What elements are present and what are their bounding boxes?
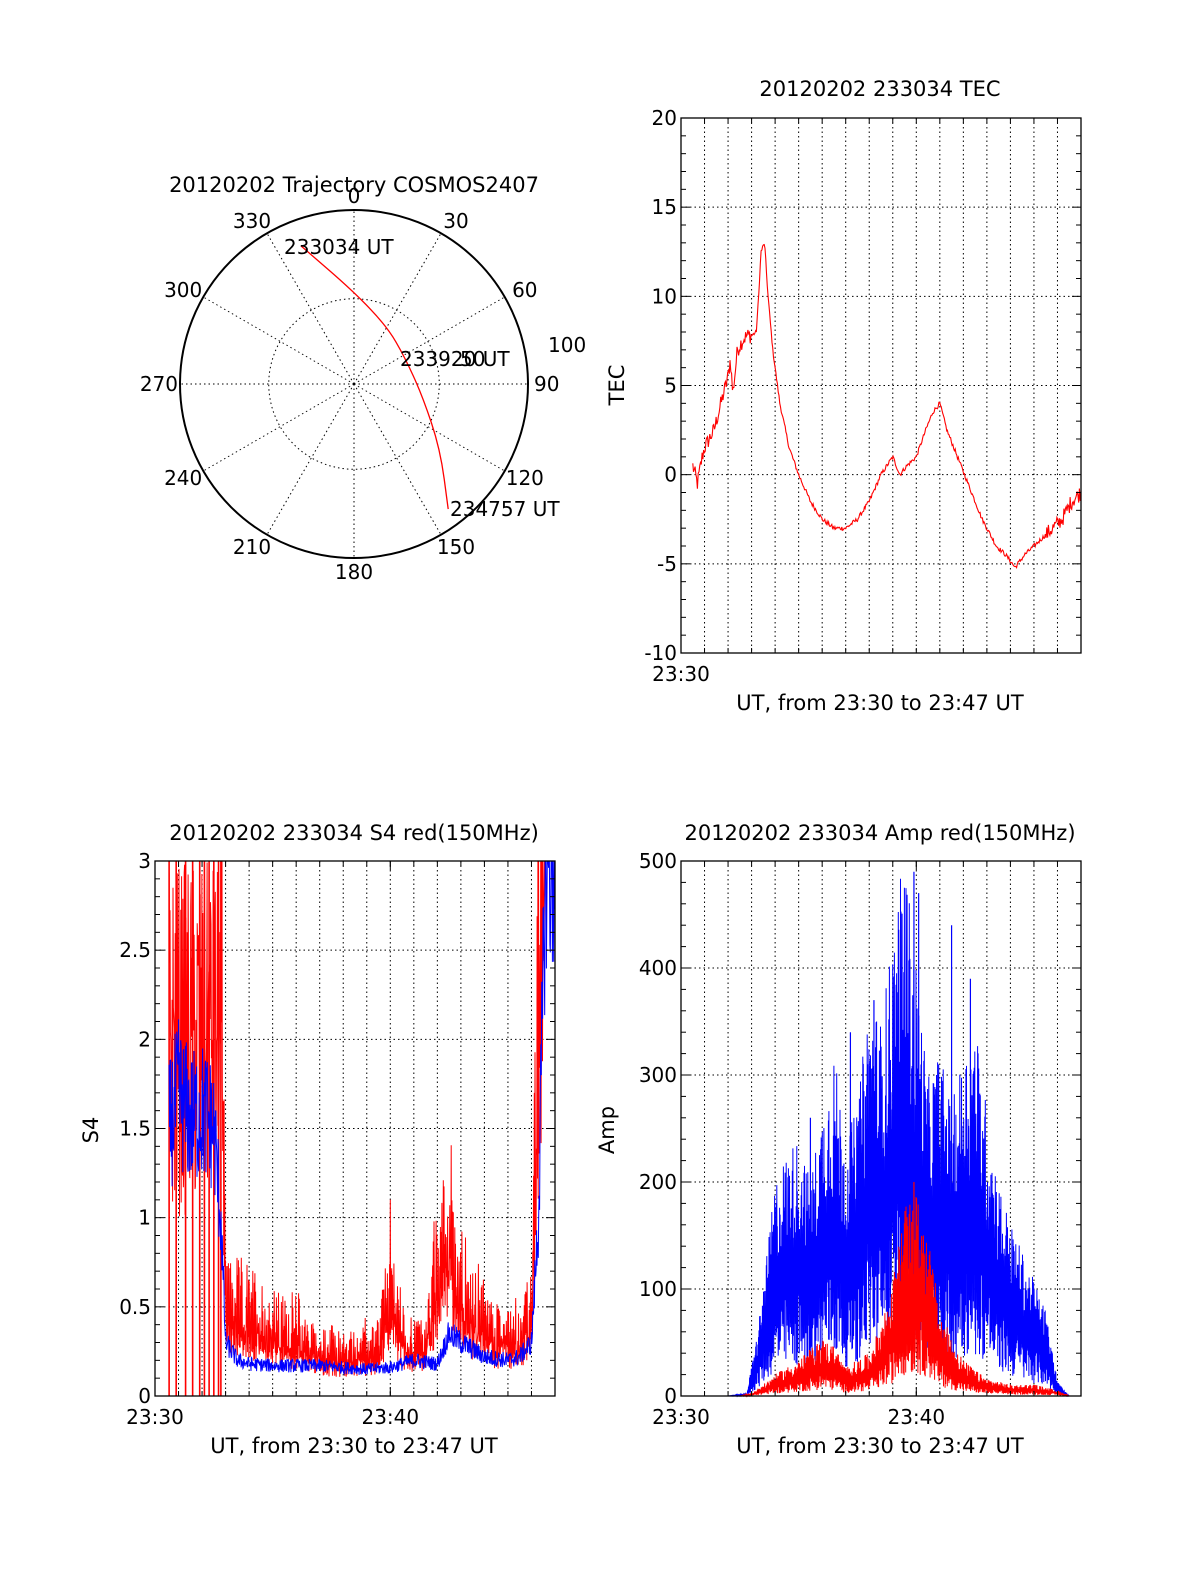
s4-blue-line [168,860,556,1376]
polar-spoke [266,383,355,535]
y-tick-label: 3 [138,849,151,873]
x-tick-label: 23:40 [361,1405,419,1429]
x-tick-label: 23:40 [887,1405,945,1429]
tec-ylabel: TEC [605,365,629,407]
trajectory-end-label: 234757 UT [450,497,560,521]
s4-title: 20120202 233034 S4 red(150MHz) [169,821,539,845]
tec-grid [681,118,1081,653]
polar-spoke [353,233,442,385]
polar-outer-circle [179,209,529,559]
tec-plot: 20120202 233034 TEC -10 -5 0 5 10 15 20 23:30 T… [605,77,1082,715]
polar-radius-label: 100 [548,333,586,357]
trajectory-line [300,245,449,510]
polar-spoke [353,383,442,535]
polar-spoke [203,383,355,472]
polar-grid [180,210,528,558]
y-tick-label: 300 [639,1063,677,1087]
y-tick-label: 20 [652,106,677,130]
y-tick-label: 10 [652,284,677,308]
trajectory-middle-overlap-label: 50 [460,347,485,371]
polar-spoke [353,383,505,472]
amp-axes-frame [680,860,1082,1397]
polar-angle-label: 0 [348,184,361,208]
y-tick-label: 1 [138,1206,151,1230]
y-tick-label: 5 [664,374,677,398]
polar-title: 20120202 Trajectory COSMOS2407 [169,173,539,197]
s4-ylabel: S4 [79,1117,103,1144]
tec-xlabel: UT, from 23:30 to 23:47 UT [736,691,1024,715]
polar-angle-label: 120 [506,466,544,490]
amp-blue-line [692,878,1081,1398]
x-tick-label: 23:30 [652,1405,710,1429]
amp-series [692,871,1081,1398]
polar-spoke [203,296,355,385]
y-tick-label: -10 [644,641,677,665]
y-tick-label: 0 [664,463,677,487]
polar-trajectory-plot: 20120202 Trajectory COSMOS2407 0 30 60 90 12… [140,173,586,584]
polar-angle-label: 300 [164,278,202,302]
y-tick-label: 0.5 [119,1295,151,1319]
y-tick-label: 2 [138,1027,151,1051]
amp-plot: 20120202 233034 Amp red(150MHz) 0 100 200 3… [595,821,1082,1458]
amp-red-line [692,1197,1081,1398]
polar-angle-label: 30 [443,209,468,233]
tec-series [692,243,1082,570]
polar-grid-circle [268,298,440,470]
y-tick-label: 2.5 [119,938,151,962]
polar-angle-label: 90 [534,372,559,396]
s4-xlabel: UT, from 23:30 to 23:47 UT [210,1434,498,1458]
trajectory-middle-label: 233920 UT [400,347,510,371]
tec-series-line [692,243,1082,570]
x-tick-label: 23:30 [126,1405,184,1429]
s4-series [168,860,556,1396]
y-tick-label: 1.5 [119,1117,151,1141]
amp-ticks: 0 100 200 300 400 500 23:30 23:40 [639,849,1081,1429]
polar-angle-label: 330 [233,209,271,233]
amp-ylabel: Amp [595,1106,619,1154]
polar-angle-label: 180 [335,560,373,584]
amp-xlabel: UT, from 23:30 to 23:47 UT [736,1434,1024,1458]
polar-spoke [266,233,355,385]
tec-ticks: -10 -5 0 5 10 15 20 23:30 [644,106,1081,686]
s4-ticks: 0 0.5 1 1.5 2 2.5 3 23:30 23:40 [119,849,555,1429]
polar-angle-label: 150 [437,535,475,559]
polar-angle-label: 60 [512,278,537,302]
y-tick-label: 100 [639,1277,677,1301]
y-tick-label: 0 [138,1384,151,1408]
y-tick-label: 0 [664,1384,677,1408]
y-tick-label: 200 [639,1170,677,1194]
polar-angle-label: 210 [233,535,271,559]
x-tick-label: 23:30 [652,662,710,686]
y-tick-label: 15 [652,195,677,219]
polar-angle-label: 240 [164,466,202,490]
y-tick-label: -5 [657,552,677,576]
trajectory-start-label: 233034 UT [284,235,394,259]
y-tick-label: 400 [639,956,677,980]
s4-plot: 20120202 233034 S4 red(150MHz) 0 0.5 1 1.5 2… [79,821,556,1458]
tec-title: 20120202 233034 TEC [759,77,1000,101]
polar-angle-label: 270 [140,372,178,396]
polar-angle-labels: 0 30 60 90 120 150 180 210 240 270 300 330 [140,184,560,584]
amp-title: 20120202 233034 Amp red(150MHz) [684,821,1075,845]
s4-red-line [220,860,545,1377]
polar-spoke [353,296,505,385]
y-tick-label: 500 [639,849,677,873]
